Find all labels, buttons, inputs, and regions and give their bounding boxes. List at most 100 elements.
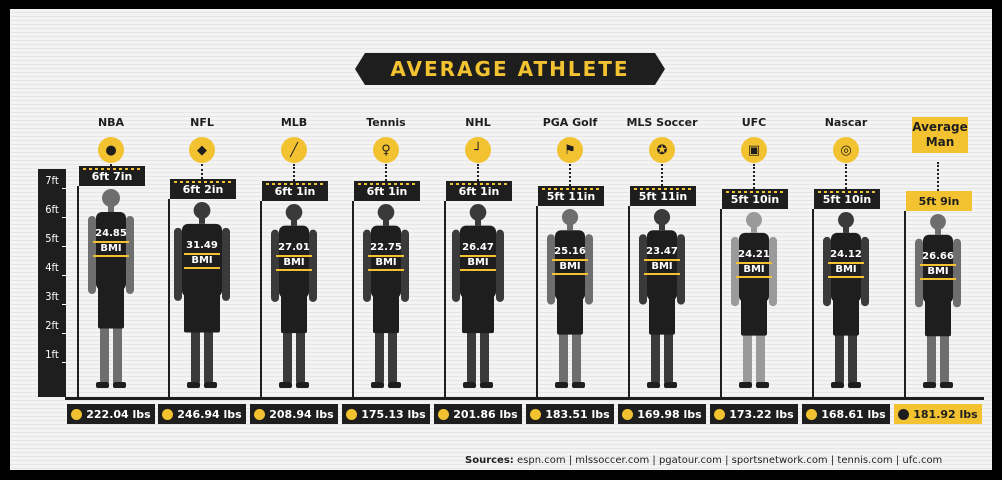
bmi-number: 27.01 — [278, 241, 310, 253]
weight-badge: 181.92 lbs — [894, 404, 982, 424]
right-arm — [585, 234, 593, 305]
bmi-value: 24.21 BMI — [732, 249, 776, 279]
height-pole — [444, 201, 446, 397]
height-tag: 5ft 11in — [538, 186, 604, 206]
scale-icon — [71, 408, 83, 420]
torso — [739, 232, 769, 303]
weight-value: 169.98 lbs — [637, 407, 702, 421]
ground-line — [248, 397, 340, 400]
height-pole — [77, 186, 79, 397]
neck — [843, 224, 849, 233]
torso — [923, 234, 953, 304]
scale-icon — [622, 408, 634, 420]
golf-flag-icon: ⚑ — [557, 137, 583, 163]
left-shoe — [555, 382, 568, 388]
scale-icon — [806, 408, 818, 420]
shorts — [184, 290, 220, 333]
right-shoe — [296, 382, 309, 388]
scale-icon — [162, 408, 174, 420]
ground-line — [524, 397, 616, 400]
torso — [460, 225, 496, 298]
head — [838, 212, 854, 228]
height-tag: 6ft 1in — [354, 181, 420, 201]
left-shoe — [187, 382, 200, 388]
right-shoe — [204, 382, 217, 388]
sport-label: PGA Golf — [542, 116, 598, 129]
height-pole — [720, 209, 722, 397]
weight-value: 183.51 lbs — [545, 407, 610, 421]
title-banner: AVERAGE ATHLETE — [355, 53, 665, 85]
weight-badge: 169.98 lbs — [618, 404, 706, 424]
athlete-figure — [363, 204, 409, 388]
scale-icon — [438, 408, 450, 420]
left-shoe — [463, 382, 476, 388]
weight-value: 201.86 lbs — [453, 407, 518, 421]
height-tag: 5ft 10in — [814, 189, 880, 209]
right-arm — [309, 229, 317, 302]
left-arm — [915, 238, 923, 308]
neck — [567, 222, 573, 231]
left-arm — [731, 236, 739, 307]
right-shoe — [664, 382, 677, 388]
head — [102, 189, 120, 207]
connector-line — [661, 164, 663, 186]
height-tag: 6ft 1in — [446, 181, 512, 201]
athlete-figure — [639, 209, 685, 388]
basketball-icon: ● — [98, 137, 124, 163]
connector-line — [569, 164, 571, 186]
connector-line — [477, 164, 479, 181]
right-shoe — [113, 382, 126, 388]
height-pole — [168, 199, 170, 397]
scale-icon — [530, 408, 542, 420]
athlete-figure — [823, 212, 869, 388]
left-shoe — [831, 382, 844, 388]
torso — [831, 232, 861, 303]
weight-value: 222.04 lbs — [86, 407, 151, 421]
bmi-number: 24.21 — [738, 249, 770, 261]
shorts — [98, 284, 124, 329]
left-shoe — [739, 382, 752, 388]
sport-label: UFC — [741, 116, 767, 129]
bmi-label: BMI — [920, 263, 956, 280]
head — [469, 204, 487, 221]
bmi-number: 26.66 — [922, 250, 954, 262]
torso — [96, 212, 126, 290]
athlete-figure — [88, 189, 134, 388]
neck — [751, 224, 757, 233]
sources-label: Sources: — [465, 455, 514, 466]
left-arm — [639, 234, 647, 305]
neck — [291, 217, 297, 226]
baseball-bat-icon: ╱ — [281, 137, 307, 163]
right-shoe — [572, 382, 585, 388]
neck — [108, 204, 114, 212]
height-tag: 6ft 2in — [170, 179, 236, 199]
bmi-number: 31.49 — [186, 240, 218, 251]
left-arm — [452, 229, 460, 302]
height-pole — [628, 206, 630, 397]
athlete-figure — [452, 204, 504, 388]
athlete-column: Tennis ♀ 6ft 1in 22.75 BMI 175.13 lbs — [340, 9, 432, 470]
right-arm — [769, 236, 777, 307]
neck — [199, 215, 205, 224]
y-tick-label: 5ft — [38, 232, 66, 247]
height-pole — [904, 211, 906, 397]
connector-line — [753, 164, 755, 189]
athlete-column: NHL ┘ 6ft 1in 26.47 BMI 201.86 lbs — [432, 9, 524, 470]
head — [285, 204, 303, 221]
weight-value: 208.94 lbs — [269, 407, 334, 421]
shorts — [462, 291, 494, 334]
weight-value: 246.94 lbs — [177, 407, 242, 421]
bmi-number: 25.16 — [554, 246, 586, 258]
infographic-panel: AVERAGE ATHLETE 7ft 6ft 5ft 4ft 3ft 2ft 1ft NB… — [10, 9, 992, 470]
weight-badge: 208.94 lbs — [250, 404, 338, 424]
weight-badge: 175.13 lbs — [342, 404, 430, 424]
height-pole — [260, 201, 262, 397]
y-tick-label: 7ft — [38, 174, 66, 189]
bmi-label: BMI — [184, 253, 220, 269]
bmi-value: 31.49 BMI — [180, 240, 224, 269]
athlete-figure — [547, 209, 593, 388]
height-pole — [536, 206, 538, 397]
bmi-value: 27.01 BMI — [272, 242, 316, 271]
page-title: AVERAGE ATHLETE — [390, 57, 630, 81]
bmi-number: 23.47 — [646, 246, 678, 258]
